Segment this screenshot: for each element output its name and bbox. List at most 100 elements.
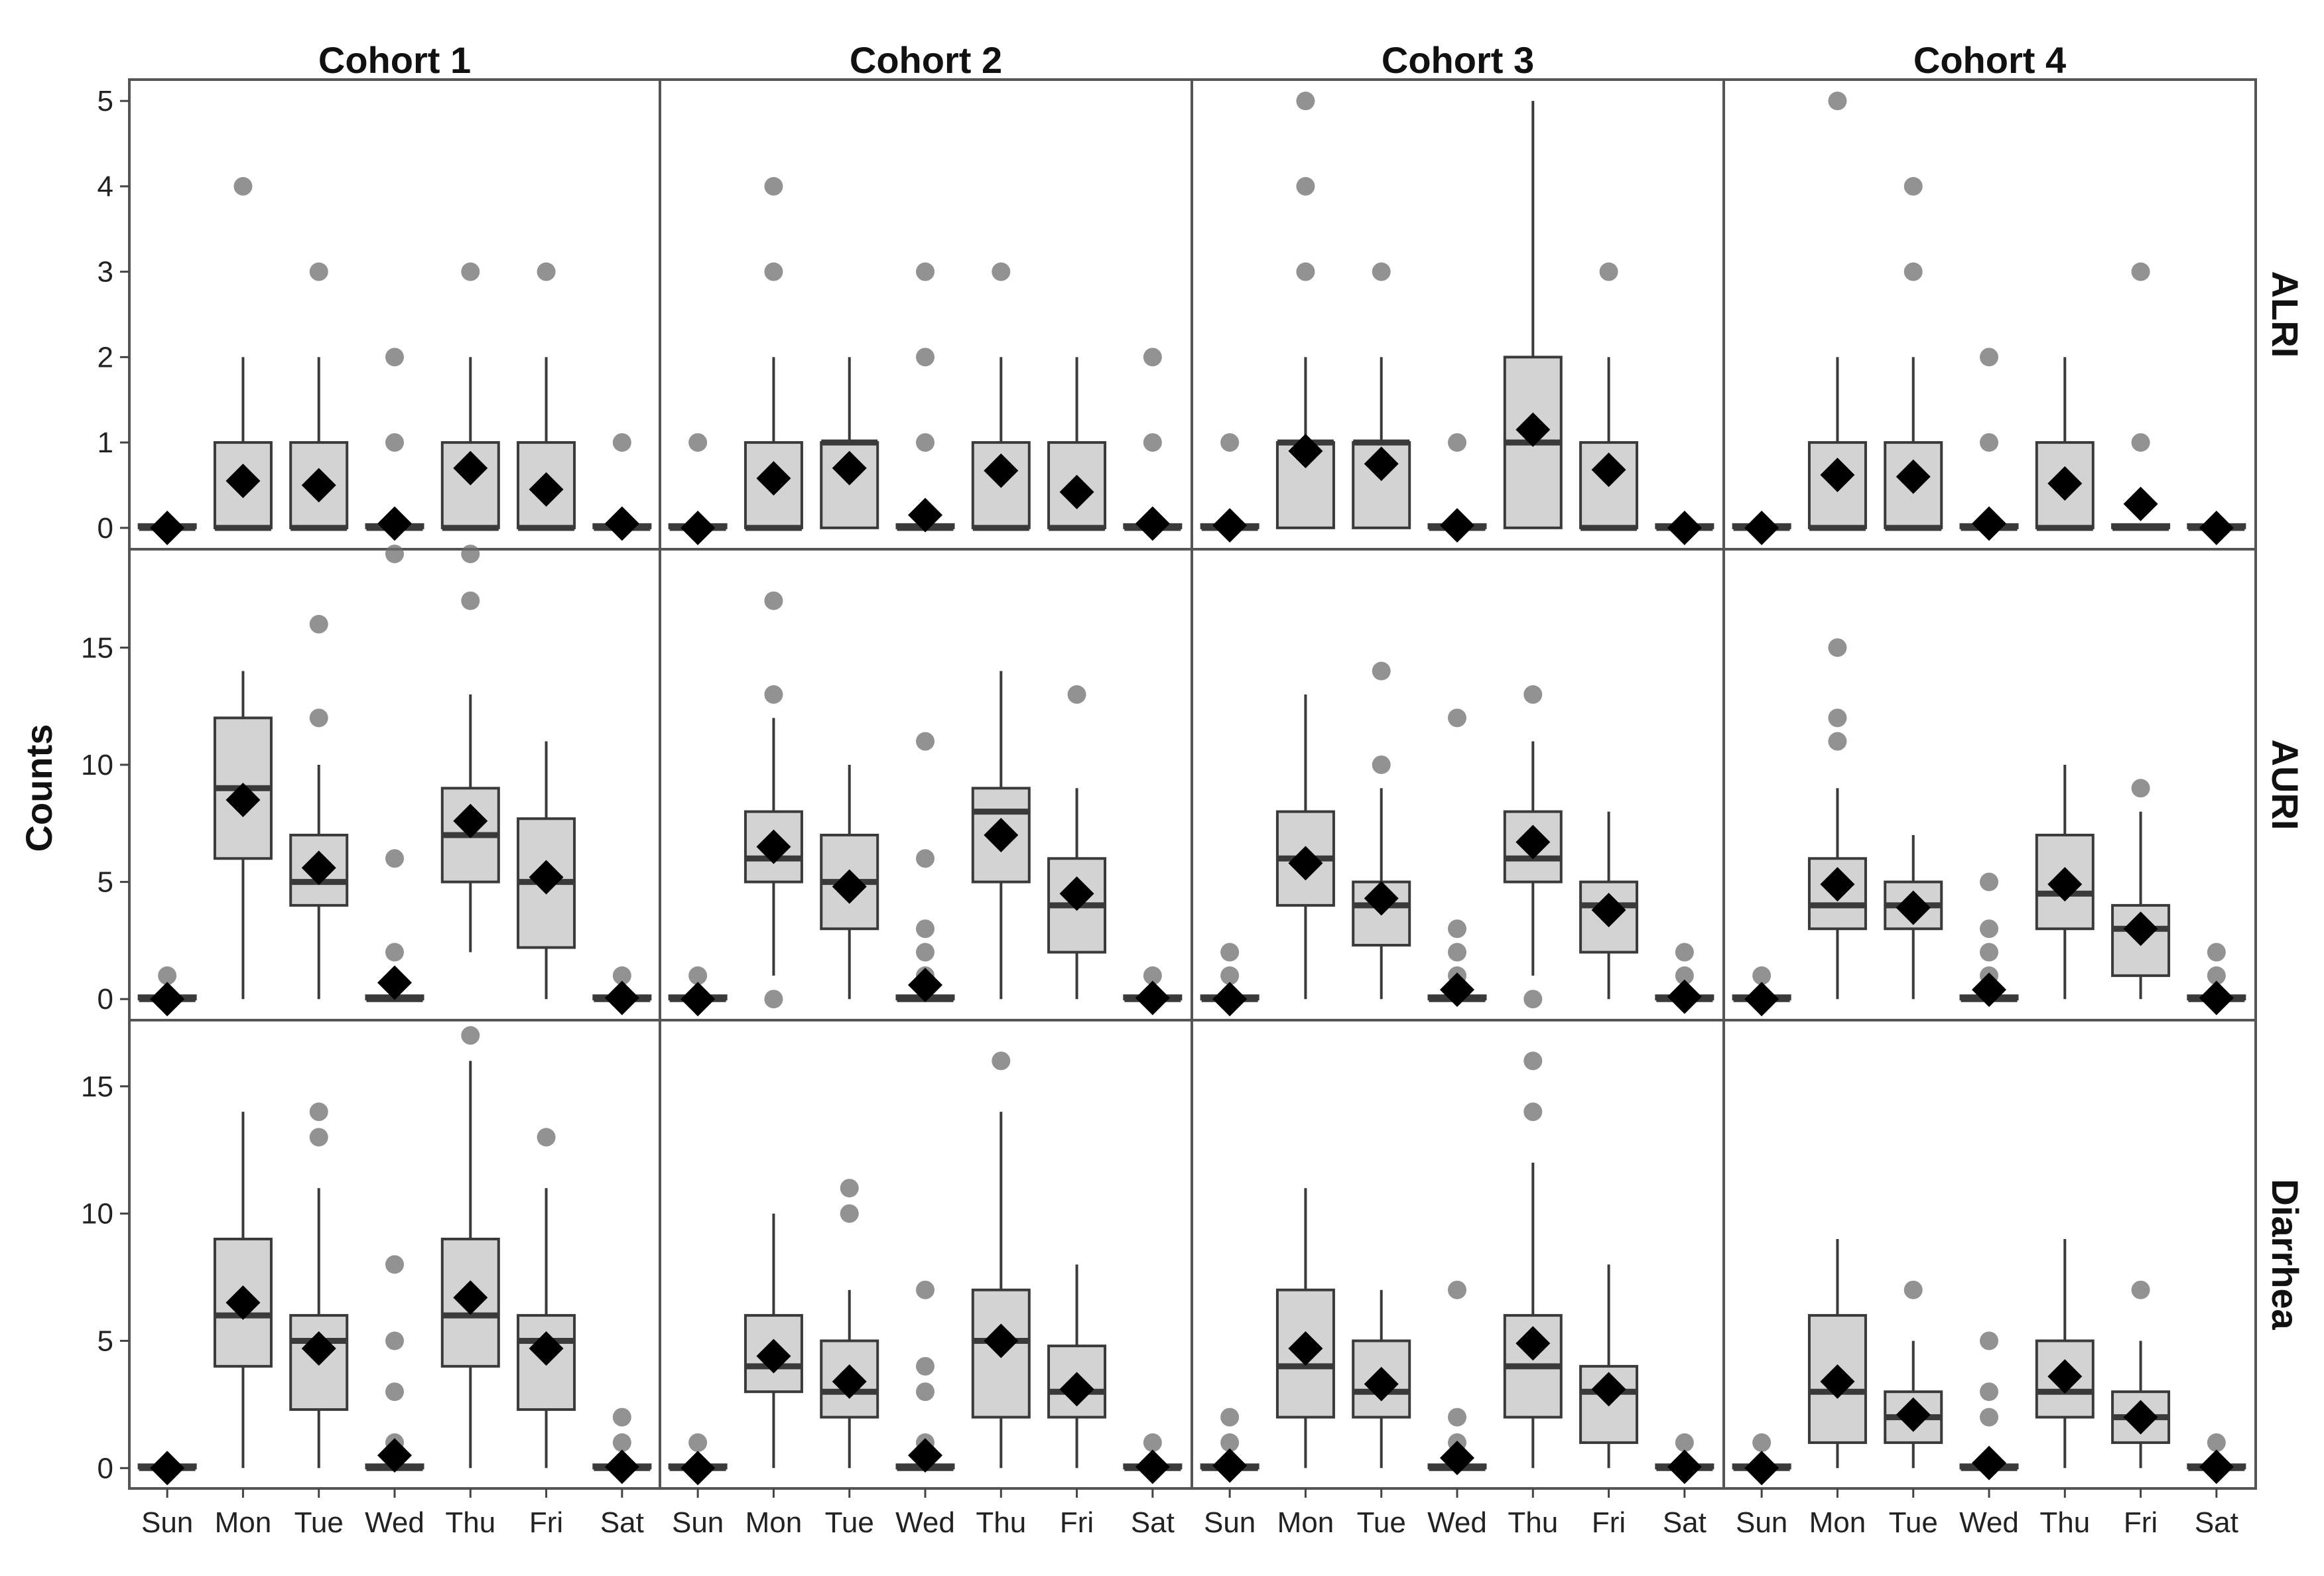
mean-marker bbox=[1591, 452, 1626, 488]
y-tick-label-diarrhea-10: 10 bbox=[81, 1198, 113, 1230]
y-tick-label-auri-0: 0 bbox=[97, 983, 113, 1016]
mean-marker bbox=[150, 510, 185, 545]
mean-marker bbox=[1972, 506, 2006, 541]
box-mon bbox=[1807, 1238, 1867, 1469]
mean-marker bbox=[150, 1451, 185, 1486]
box-wed bbox=[1427, 433, 1487, 543]
x-tick-label-cohort-3-thu: Thu bbox=[1508, 1506, 1558, 1539]
box-fri bbox=[517, 1128, 576, 1469]
box-wed bbox=[365, 348, 424, 541]
mean-marker bbox=[1820, 1364, 1855, 1399]
iqr-box bbox=[820, 1339, 879, 1419]
mean-marker bbox=[377, 1438, 412, 1473]
outlier-point bbox=[612, 433, 631, 452]
outlier-point bbox=[1980, 1382, 1998, 1402]
box-sat bbox=[592, 433, 652, 541]
outlier-point bbox=[1675, 943, 1694, 962]
outlier-point bbox=[916, 1356, 935, 1376]
outlier-point bbox=[2131, 262, 2150, 281]
outlier-point bbox=[1980, 348, 1998, 367]
x-tick-label-cohort-2-mon: Mon bbox=[745, 1506, 803, 1539]
mean-marker bbox=[453, 450, 488, 486]
box-mon bbox=[213, 176, 273, 531]
x-tick-label-cohort-2-thu: Thu bbox=[976, 1506, 1026, 1539]
mean-marker bbox=[529, 860, 564, 895]
mean-marker bbox=[908, 497, 942, 533]
outlier-point bbox=[612, 1433, 631, 1452]
box-thu bbox=[971, 1051, 1031, 1469]
mean-marker bbox=[984, 817, 1019, 852]
outlier-point bbox=[840, 1204, 859, 1223]
outlier-point bbox=[309, 262, 328, 281]
outlier-point bbox=[1143, 433, 1162, 452]
outlier-point bbox=[309, 615, 328, 634]
mean-marker bbox=[680, 510, 716, 545]
outlier-point bbox=[2131, 433, 2150, 452]
box-sat bbox=[2187, 943, 2246, 1016]
box-sat bbox=[1123, 966, 1183, 1016]
outlier-point bbox=[1143, 348, 1162, 367]
outlier-point bbox=[385, 433, 404, 452]
column-title-cohort-2: Cohort 2 bbox=[850, 39, 1002, 81]
box-fri bbox=[1579, 1264, 1639, 1469]
mean-marker bbox=[2199, 510, 2234, 545]
box-mon bbox=[213, 1112, 273, 1469]
panel-frame bbox=[128, 78, 661, 551]
box-tue bbox=[820, 357, 879, 529]
outlier-point bbox=[1980, 943, 1998, 962]
outlier-point bbox=[1828, 92, 1847, 111]
mean-marker bbox=[1059, 1372, 1094, 1407]
outlier-point bbox=[1828, 638, 1847, 657]
box-wed bbox=[1427, 1280, 1487, 1475]
outlier-point bbox=[158, 966, 177, 985]
mean-marker bbox=[1744, 982, 1779, 1017]
box-fri bbox=[1047, 1264, 1107, 1469]
outlier-point bbox=[612, 966, 631, 985]
y-tick-label-auri-5: 5 bbox=[97, 866, 113, 899]
box-thu bbox=[2035, 764, 2095, 1000]
box-sun bbox=[137, 966, 197, 1017]
box-thu bbox=[440, 1026, 500, 1469]
mean-marker bbox=[1591, 1372, 1626, 1407]
y-axis-title: Counts bbox=[18, 724, 60, 852]
outlier-point bbox=[916, 732, 935, 751]
column-title-cohort-4: Cohort 4 bbox=[1913, 39, 2066, 81]
box-fri bbox=[517, 741, 576, 1000]
outlier-point bbox=[1448, 943, 1466, 962]
mean-marker bbox=[226, 464, 261, 499]
box-wed bbox=[365, 1255, 424, 1473]
box-wed bbox=[365, 545, 424, 1002]
x-tick-label-cohort-4-tue: Tue bbox=[1889, 1506, 1938, 1539]
box-fri bbox=[1047, 685, 1107, 1000]
box-mon bbox=[743, 176, 803, 531]
box-mon bbox=[213, 671, 273, 1000]
box-sun bbox=[137, 1451, 197, 1486]
outlier-point bbox=[1143, 966, 1162, 985]
box-fri bbox=[2111, 262, 2171, 531]
row-title-diarrhea: Diarrhea bbox=[2264, 1179, 2306, 1330]
box-fri bbox=[1579, 811, 1639, 1000]
outlier-point bbox=[688, 433, 708, 452]
panel-alri-cohort-2 bbox=[659, 78, 1193, 551]
outlier-point bbox=[1752, 1433, 1772, 1452]
mean-marker bbox=[1440, 972, 1474, 1008]
mean-marker bbox=[1516, 824, 1551, 860]
mean-marker bbox=[832, 450, 867, 486]
x-tick-label-cohort-2-tue: Tue bbox=[825, 1506, 874, 1539]
outlier-point bbox=[461, 262, 480, 281]
outlier-point bbox=[1220, 1408, 1240, 1427]
mean-marker bbox=[1364, 1366, 1399, 1402]
x-tick-label-cohort-3-sat: Sat bbox=[1663, 1506, 1707, 1539]
y-tick-label-alri-2: 2 bbox=[97, 341, 113, 373]
mean-marker bbox=[377, 506, 412, 541]
outlier-point bbox=[1523, 1051, 1543, 1071]
panel-grid bbox=[128, 78, 2257, 1490]
box-tue bbox=[1884, 1280, 1943, 1469]
mean-marker bbox=[756, 1339, 791, 1374]
mean-marker bbox=[1667, 1449, 1702, 1484]
outlier-point bbox=[992, 262, 1011, 281]
mean-marker bbox=[756, 829, 791, 864]
outlier-point bbox=[2131, 779, 2150, 798]
y-tick-label-alri-0: 0 bbox=[97, 512, 113, 545]
